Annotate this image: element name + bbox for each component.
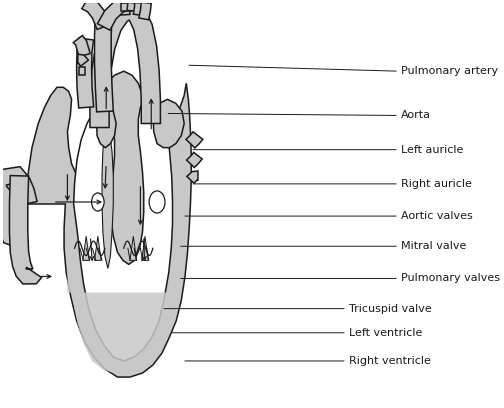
Polygon shape — [73, 35, 90, 57]
Text: Aortic valves: Aortic valves — [401, 211, 473, 221]
Polygon shape — [95, 236, 101, 260]
Ellipse shape — [92, 193, 104, 211]
Polygon shape — [97, 107, 116, 148]
Polygon shape — [116, 2, 130, 15]
Polygon shape — [26, 71, 192, 377]
Polygon shape — [153, 100, 184, 148]
Polygon shape — [139, 2, 151, 20]
Polygon shape — [102, 120, 113, 268]
Polygon shape — [121, 3, 131, 11]
Polygon shape — [77, 38, 94, 108]
Polygon shape — [186, 153, 202, 167]
Polygon shape — [134, 3, 145, 16]
Polygon shape — [78, 54, 88, 66]
Text: Pulmonary valves: Pulmonary valves — [401, 273, 500, 284]
Polygon shape — [0, 166, 37, 248]
Text: Right ventricle: Right ventricle — [349, 356, 431, 366]
Polygon shape — [10, 175, 41, 284]
Text: Right auricle: Right auricle — [401, 179, 472, 189]
Polygon shape — [83, 236, 90, 260]
Polygon shape — [130, 236, 137, 260]
Polygon shape — [127, 2, 138, 11]
Polygon shape — [187, 171, 198, 183]
Polygon shape — [68, 252, 174, 373]
Text: Left ventricle: Left ventricle — [349, 328, 422, 338]
Text: Mitral valve: Mitral valve — [401, 241, 466, 251]
Polygon shape — [90, 2, 160, 128]
Text: Pulmonary artery: Pulmonary artery — [401, 66, 498, 76]
Polygon shape — [186, 132, 203, 148]
Text: Left auricle: Left auricle — [401, 145, 463, 155]
Polygon shape — [97, 0, 148, 30]
Text: Aorta: Aorta — [401, 111, 431, 120]
Polygon shape — [95, 15, 113, 112]
Polygon shape — [79, 67, 85, 75]
Ellipse shape — [149, 191, 165, 213]
Polygon shape — [74, 95, 172, 361]
Text: Tricuspid valve: Tricuspid valve — [349, 304, 431, 314]
Polygon shape — [142, 236, 148, 260]
Polygon shape — [82, 0, 110, 29]
